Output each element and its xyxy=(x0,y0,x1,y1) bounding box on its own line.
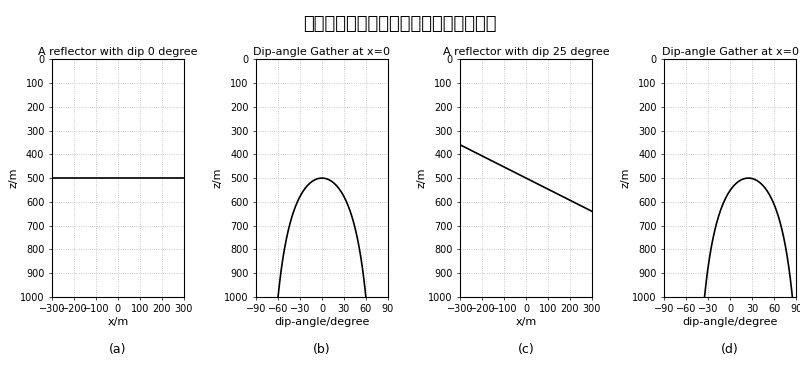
Y-axis label: z/m: z/m xyxy=(9,168,18,188)
Text: (a): (a) xyxy=(109,342,126,355)
Y-axis label: z/m: z/m xyxy=(213,168,222,188)
Title: Dip-angle Gather at x=0: Dip-angle Gather at x=0 xyxy=(662,47,798,57)
X-axis label: x/m: x/m xyxy=(515,317,537,327)
Text: (c): (c) xyxy=(518,342,534,355)
Title: A reflector with dip 25 degree: A reflector with dip 25 degree xyxy=(442,47,610,57)
Y-axis label: z/m: z/m xyxy=(417,168,426,188)
Title: A reflector with dip 0 degree: A reflector with dip 0 degree xyxy=(38,47,198,57)
X-axis label: dip-angle/degree: dip-angle/degree xyxy=(274,317,370,327)
Text: (b): (b) xyxy=(313,342,330,355)
Text: 基于克希霍夫积分法的绕射波场分离方法: 基于克希霍夫积分法的绕射波场分离方法 xyxy=(303,15,497,33)
X-axis label: x/m: x/m xyxy=(107,317,129,327)
Title: Dip-angle Gather at x=0: Dip-angle Gather at x=0 xyxy=(254,47,390,57)
Text: (d): (d) xyxy=(722,342,739,355)
X-axis label: dip-angle/degree: dip-angle/degree xyxy=(682,317,778,327)
Y-axis label: z/m: z/m xyxy=(621,168,630,188)
